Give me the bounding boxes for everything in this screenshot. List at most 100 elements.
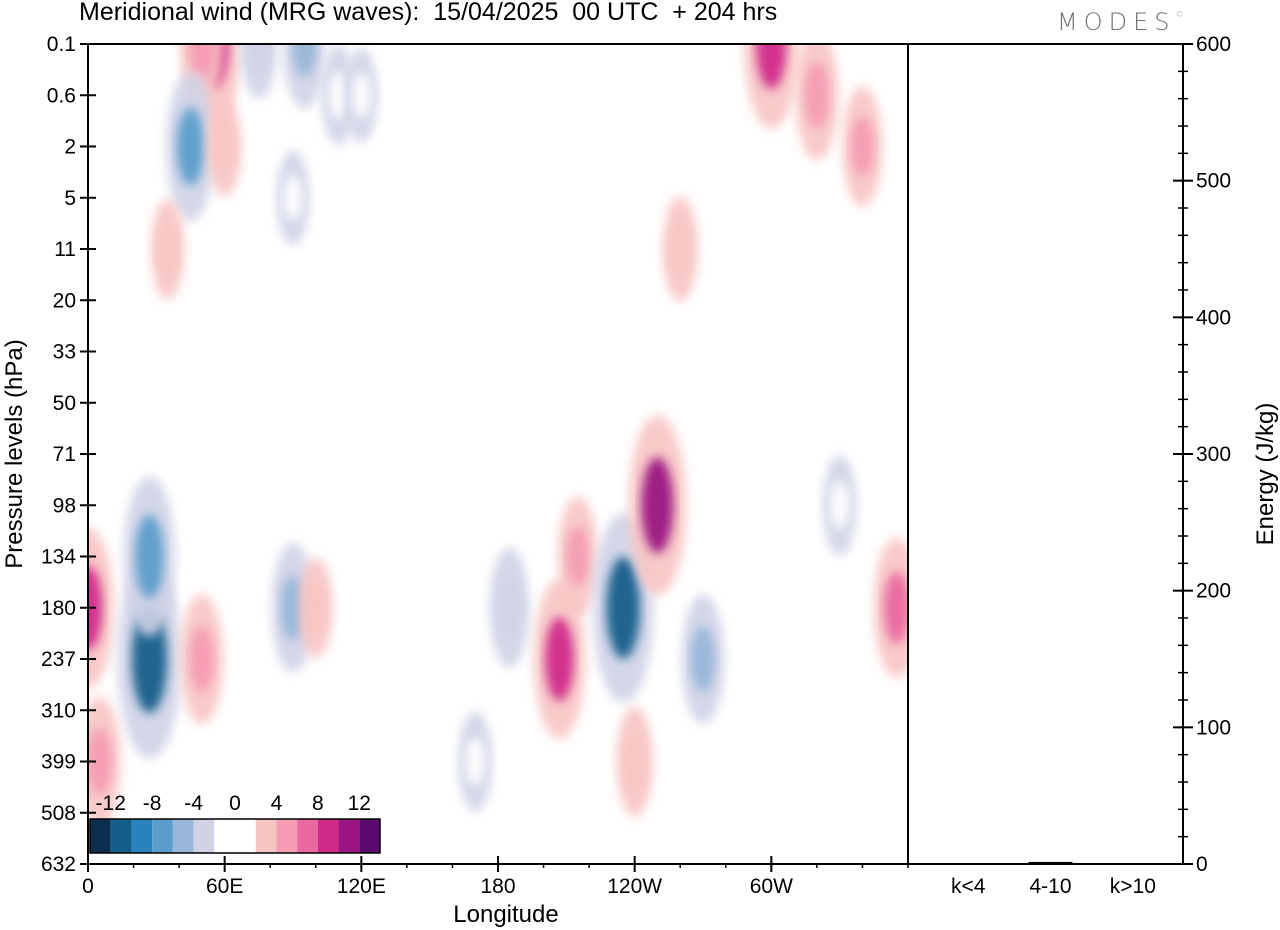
energy-category-label-0: k<4 [951,875,986,898]
field-cell-21 [545,617,574,701]
y-tick-label-5: 20 [53,289,76,312]
colorbar-swatch-0 [90,819,111,853]
colorbar: -12 -8 -4 0 4 8 12 [89,792,381,854]
x-tick-label-5: 60W [750,875,793,898]
colorbar-swatch-9 [276,819,298,853]
y-tick-label-16: 632 [41,853,76,876]
y-tick-label-15: 508 [41,802,76,825]
field-cell-27 [883,571,908,644]
colorbar-swatch-8 [255,819,277,853]
colorbar-swatch-6 [214,819,235,853]
colorbar-label-5: 8 [312,792,324,815]
y-tick-label-4: 11 [54,238,76,261]
field-cell-30 [830,481,850,530]
y-tick-label-3: 5 [64,187,76,210]
energy-bar-1 [1028,861,1073,864]
energy-axis-title: Energy (J/kg) [1252,403,1279,546]
colorbar-swatch-5 [193,819,215,853]
field-cell-3 [292,44,317,77]
field-cell-7 [804,62,829,129]
field-cell-1 [189,44,214,77]
field-cell-17 [189,626,214,692]
field-cell-29 [465,737,485,786]
y-tick-label-6: 33 [53,341,76,364]
field-cell-5 [352,72,371,118]
energy-y-tick-label-3: 300 [1196,443,1231,466]
energy-category-label-1: 4-10 [1029,875,1071,898]
field-halo-2 [240,44,278,99]
y-tick-label-7: 50 [53,392,76,415]
x-tick-label-4: 120W [607,875,662,898]
x-tick-label-2: 120E [337,875,386,898]
wind-field [88,44,908,827]
chart-title: Meridional wind (MRG waves): 15/04/2025 … [79,0,778,26]
colorbar-label-3: 0 [229,792,241,815]
y-tick-label-0: 0.1 [47,33,76,56]
brand-text: MODES [1057,8,1176,36]
y-tick-label-2: 2 [64,136,76,159]
colorbar-swatch-12 [338,819,360,853]
colorbar-swatch-10 [297,819,318,853]
x-tick-label-0: 0 [82,875,94,898]
field-cell-23 [606,556,641,659]
field-cell-10 [215,122,235,171]
colorbar-swatch-4 [172,819,194,853]
field-cell-8 [851,116,874,177]
energy-panel: 0 100 200 300 400 500 600 Energy (J/kg) k<4 4-10 k… [946,33,1279,898]
field-cell-25 [691,626,715,692]
colorbar-swatch-11 [317,819,339,853]
field-cell-20 [498,577,521,638]
y-tick-label-14: 399 [41,751,76,774]
field-cell-2 [248,44,270,71]
energy-y-tick-label-0: 0 [1196,853,1208,876]
brand-mark: © [1175,10,1184,19]
y-tick-label-9: 98 [53,494,76,517]
y-tick-label-12: 237 [41,648,76,671]
energy-y-tick-label-4: 400 [1196,306,1231,329]
field-cell-19 [306,583,326,632]
colorbar-label-6: 12 [348,792,371,815]
brand-logo: MODES© [1057,8,1183,36]
field-cell-15 [131,605,168,713]
y-tick-label-11: 180 [41,597,76,620]
energy-bar-0 [946,863,991,864]
field-cell-9 [176,107,205,186]
x-axis-title: Longitude [453,901,558,928]
energy-y-tick-label-6: 600 [1196,33,1231,56]
energy-frame [907,43,1184,865]
field-cell-13 [158,225,178,273]
field-cell-12 [670,223,691,275]
x-tick-label-1: 60E [206,875,243,898]
field-cell-6 [756,44,787,89]
energy-y-tick-label-1: 100 [1196,716,1231,739]
colorbar-swatch-7 [235,819,256,853]
field-cell-4 [328,71,349,120]
energy-category-label-2: k>10 [1110,875,1156,898]
colorbar-swatch-3 [152,819,173,853]
colorbar-label-2: -4 [184,792,203,815]
colorbar-swatch-2 [131,819,153,853]
y-axis-title: Pressure levels (hPa) [1,339,28,568]
field-cell-11 [283,175,303,221]
field-cell-22 [566,526,589,587]
colorbar-label-4: 4 [271,792,283,815]
field-cell-16 [135,514,164,599]
y-tick-label-8: 71 [53,443,76,466]
field-cell-24 [641,457,674,554]
colorbar-label-0: -12 [96,792,126,815]
colorbar-swatch-1 [110,819,132,853]
colorbar-frame [89,818,381,854]
y-tick-label-13: 310 [41,699,76,722]
axes: 0.1 0.6 2 5 11 20 33 50 71 98 134 180 237 310 399 508 63… [1,33,1184,928]
y-tick-label-1: 0.6 [47,84,76,107]
energy-y-tick-label-5: 500 [1196,170,1231,193]
colorbar-swatch-13 [359,819,380,853]
field-cell-26 [624,734,646,789]
x-tick-label-3: 180 [480,875,515,898]
field-cell-28 [88,728,112,795]
colorbar-label-1: -8 [143,792,162,815]
field-cell-18 [281,574,305,641]
energy-y-tick-label-2: 200 [1196,580,1231,603]
y-tick-label-10: 134 [41,546,76,569]
